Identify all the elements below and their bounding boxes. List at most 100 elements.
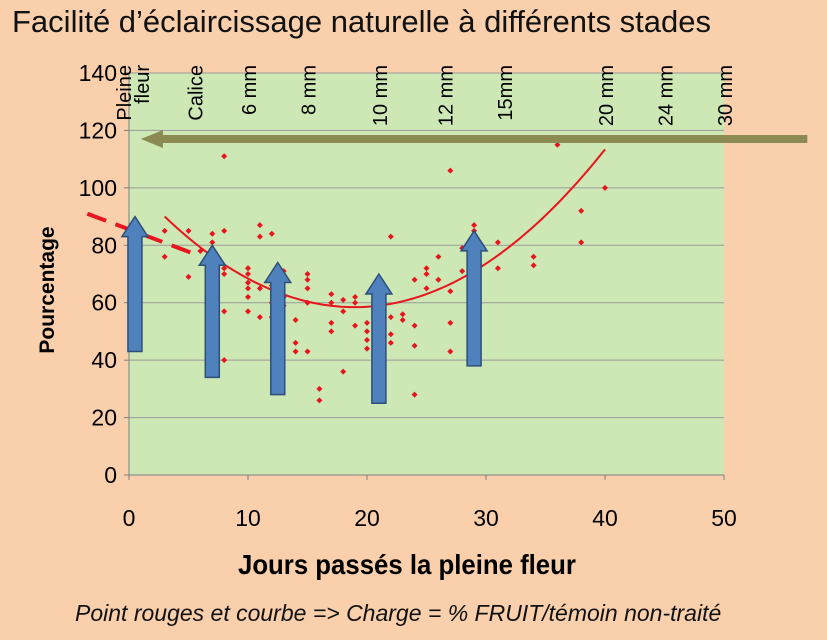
data-point — [602, 184, 608, 191]
data-point — [328, 291, 335, 298]
data-point — [340, 296, 347, 303]
x-tick-label: 50 — [711, 505, 737, 531]
data-point — [494, 239, 501, 246]
data-point — [399, 311, 406, 318]
data-point — [447, 167, 454, 174]
y-tick-label: 40 — [91, 347, 117, 373]
y-tick-label: 100 — [79, 175, 117, 201]
data-point — [256, 314, 263, 321]
data-point — [221, 265, 228, 272]
y-tick-label: 60 — [91, 290, 117, 316]
data-point — [459, 268, 466, 275]
data-point — [316, 385, 323, 392]
x-tick-label: 10 — [235, 505, 261, 531]
up-arrow — [263, 261, 293, 396]
data-point — [161, 253, 168, 260]
chart-title: Facilité d’éclaircissage naturelle à dif… — [12, 4, 712, 39]
data-point — [185, 227, 192, 234]
x-tick-label: 40 — [592, 505, 618, 531]
data-point — [161, 227, 168, 234]
data-point — [292, 316, 299, 323]
stage-label: Calice — [185, 65, 207, 121]
x-axis-ticks: 0 10 20 30 40 50 — [123, 475, 737, 531]
data-point — [423, 271, 430, 277]
data-point — [411, 276, 418, 283]
y-tick-label: 20 — [91, 405, 117, 431]
gridlines — [129, 72, 724, 419]
data-point — [292, 348, 299, 355]
data-point — [352, 293, 359, 300]
data-point — [364, 337, 370, 344]
data-point — [268, 230, 275, 237]
y-tick-label: 120 — [79, 117, 117, 143]
data-point — [304, 348, 311, 355]
data-point — [554, 141, 561, 148]
data-point — [304, 276, 311, 283]
data-point — [423, 265, 430, 272]
data-point — [494, 265, 501, 272]
data-point — [364, 328, 370, 335]
data-point — [340, 368, 347, 375]
up-arrow — [459, 229, 489, 367]
data-point — [316, 397, 323, 404]
data-point — [352, 322, 359, 329]
data-point — [447, 319, 454, 326]
data-point — [256, 233, 263, 240]
y-tick-label: 80 — [91, 232, 117, 258]
data-point — [209, 230, 216, 237]
data-point — [387, 314, 394, 321]
stage-label: 30 mm — [715, 65, 737, 126]
trend-extension-dashed — [86, 211, 196, 256]
data-point — [221, 357, 228, 364]
stage-arrows — [120, 215, 489, 404]
data-point — [256, 285, 263, 292]
stage-label: fleur — [132, 65, 154, 104]
data-point — [447, 288, 454, 295]
y-axis-label: Pourcentage — [36, 226, 59, 354]
data-point — [256, 222, 263, 229]
data-point — [411, 342, 418, 349]
x-tick-label: 20 — [354, 505, 380, 531]
data-point — [209, 239, 216, 246]
stage-label: 12 mm — [435, 65, 457, 126]
y-axis-ticks: 0 20 40 60 80 100 120 140 — [79, 60, 129, 488]
x-tick-label: 0 — [123, 505, 136, 531]
data-point — [245, 271, 251, 277]
data-point — [530, 262, 537, 269]
data-point — [221, 227, 228, 234]
data-point — [471, 222, 478, 229]
data-point — [435, 253, 442, 260]
up-arrow — [364, 272, 394, 404]
data-point — [328, 299, 335, 306]
stage-label: 10 mm — [370, 65, 392, 126]
data-point — [245, 265, 251, 272]
data-point — [435, 276, 442, 283]
data-point — [364, 345, 370, 352]
x-tick-label: 30 — [473, 505, 499, 531]
stage-label: 6 mm — [239, 65, 261, 115]
stage-label: 8 mm — [298, 65, 320, 115]
data-point — [328, 328, 335, 335]
data-point — [304, 271, 311, 277]
data-point — [447, 348, 454, 355]
up-arrow — [120, 215, 150, 353]
stage-label: 24 mm — [655, 65, 677, 126]
data-point — [185, 273, 192, 280]
stage-label: 15mm — [495, 65, 517, 121]
data-point — [387, 233, 394, 240]
horizontal-arrow-head — [140, 130, 163, 149]
y-tick-label: 0 — [104, 462, 117, 488]
up-arrow — [197, 243, 227, 379]
data-point — [328, 319, 335, 326]
caption: Point rouges et courbe => Charge = % FRU… — [75, 600, 722, 626]
data-point — [221, 153, 228, 160]
data-point — [340, 308, 347, 315]
data-point — [387, 331, 394, 338]
data-point — [399, 316, 406, 323]
horizontal-arrow — [140, 130, 808, 149]
data-point — [245, 293, 251, 300]
data-point — [411, 391, 418, 398]
data-point — [387, 339, 394, 346]
